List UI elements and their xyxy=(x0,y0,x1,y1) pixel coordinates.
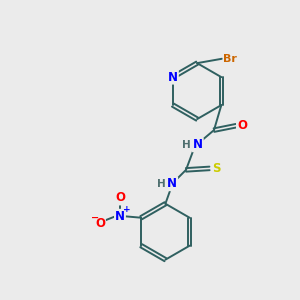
Text: O: O xyxy=(115,191,125,205)
Text: O: O xyxy=(237,119,247,132)
Text: S: S xyxy=(212,162,220,175)
Text: N: N xyxy=(167,177,177,190)
Text: N: N xyxy=(168,70,178,84)
Text: H: H xyxy=(182,140,191,150)
Text: Br: Br xyxy=(224,54,237,64)
Text: N: N xyxy=(193,138,203,151)
Text: N: N xyxy=(115,210,125,223)
Text: −: − xyxy=(91,213,99,223)
Text: +: + xyxy=(123,205,130,214)
Text: H: H xyxy=(157,179,166,189)
Text: O: O xyxy=(95,217,105,230)
